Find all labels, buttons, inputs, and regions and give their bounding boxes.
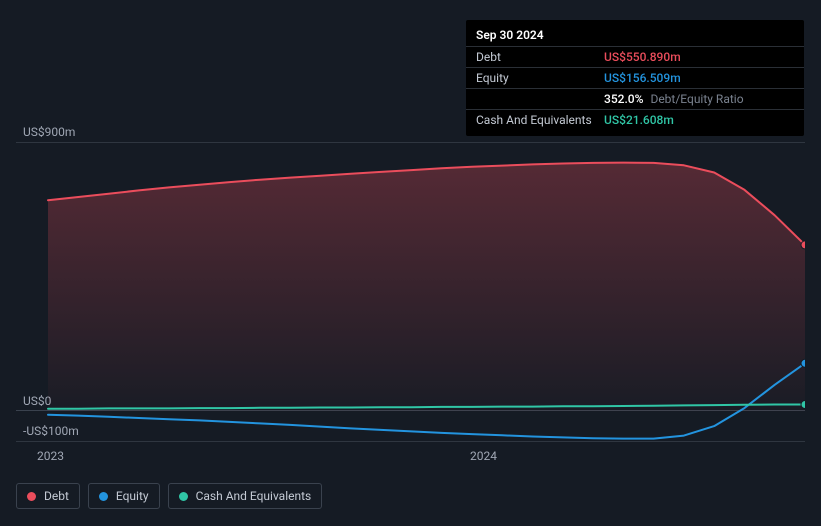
tooltip-row-ratio: 352.0% Debt/Equity Ratio (466, 88, 804, 109)
legend-dot-cash (179, 492, 188, 501)
legend-item-equity[interactable]: Equity (88, 483, 160, 509)
tooltip-ratio-wrap: 352.0% Debt/Equity Ratio (604, 92, 744, 106)
tooltip-ratio-value: 352.0% (604, 92, 643, 106)
legend-label-debt: Debt (44, 489, 69, 503)
legend: Debt Equity Cash And Equivalents (16, 483, 322, 509)
y-axis-label-900: US$900m (23, 125, 75, 139)
tooltip-cash-label: Cash And Equivalents (476, 113, 604, 127)
tooltip-date: Sep 30 2024 (466, 26, 804, 46)
tooltip-equity-value: US$156.509m (604, 71, 681, 85)
tooltip-ratio-spacer (476, 92, 604, 106)
legend-label-cash: Cash And Equivalents (196, 489, 312, 503)
cursor-line (804, 142, 805, 441)
x-label-2023: 2023 (37, 449, 64, 463)
tooltip-cash-value: US$21.608m (604, 113, 674, 127)
tooltip-debt-label: Debt (476, 50, 604, 64)
tooltip-row-cash: Cash And Equivalents US$21.608m (466, 109, 804, 130)
legend-dot-debt (27, 492, 36, 501)
x-label-2024: 2024 (470, 449, 497, 463)
chart-container: Sep 30 2024 Debt US$550.890m Equity US$1… (0, 0, 821, 526)
tooltip-debt-value: US$550.890m (604, 50, 681, 64)
tooltip-ratio-label: Debt/Equity Ratio (650, 92, 743, 106)
legend-item-debt[interactable]: Debt (16, 483, 80, 509)
tooltip-equity-label: Equity (476, 71, 604, 85)
tooltip-row-equity: Equity US$156.509m (466, 67, 804, 88)
tooltip-row-debt: Debt US$550.890m (466, 46, 804, 67)
area-debt (48, 163, 805, 412)
data-tooltip: Sep 30 2024 Debt US$550.890m Equity US$1… (466, 20, 804, 136)
gridline-bottom (16, 441, 805, 442)
chart-svg[interactable] (16, 142, 805, 441)
legend-item-cash[interactable]: Cash And Equivalents (168, 483, 323, 509)
legend-label-equity: Equity (116, 489, 149, 503)
legend-dot-equity (99, 492, 108, 501)
